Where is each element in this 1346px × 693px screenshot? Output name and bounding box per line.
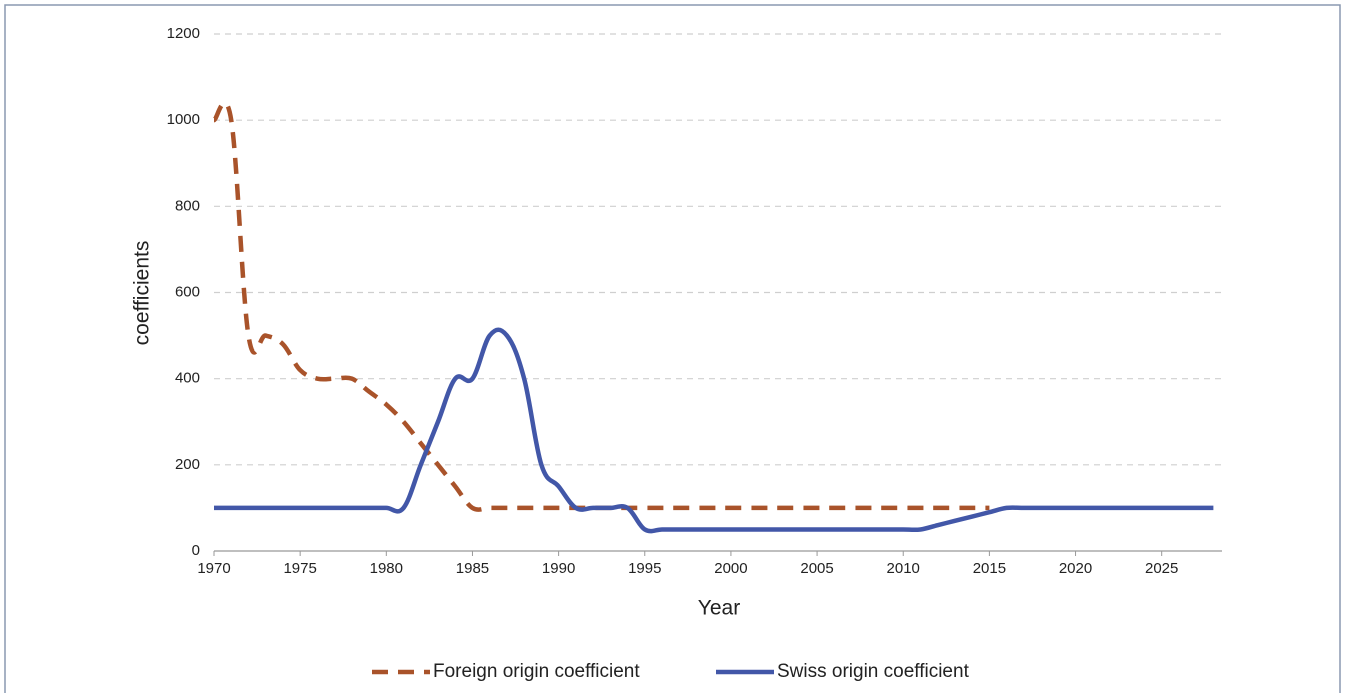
x-tick-label: 2000 bbox=[714, 560, 747, 577]
x-tick-label: 2005 bbox=[800, 560, 833, 577]
y-tick-label: 800 bbox=[175, 197, 200, 214]
series-line bbox=[211, 100, 990, 512]
x-axis-title: Year bbox=[698, 597, 740, 620]
legend-label: Foreign origin coefficient bbox=[433, 661, 640, 682]
y-tick-label: 1000 bbox=[167, 111, 200, 128]
x-tick-label: 2015 bbox=[973, 560, 1006, 577]
legend-label: Swiss origin coefficient bbox=[777, 661, 970, 682]
x-tick-label: 2010 bbox=[887, 560, 920, 577]
y-tick-label: 200 bbox=[175, 456, 200, 473]
x-tick-label: 1985 bbox=[456, 560, 489, 577]
y-tick-label: 600 bbox=[175, 283, 200, 300]
series-line bbox=[213, 327, 1214, 534]
x-tick-label: 1975 bbox=[283, 560, 316, 577]
y-tick-label: 400 bbox=[175, 370, 200, 387]
frame bbox=[4, 4, 1341, 693]
y-tick-label: 1200 bbox=[167, 25, 200, 42]
y-tick-label: 0 bbox=[192, 542, 200, 559]
x-tick-label: 2025 bbox=[1145, 560, 1178, 577]
x-tick-label: 1980 bbox=[370, 560, 403, 577]
x-tick-label: 2020 bbox=[1059, 560, 1092, 577]
x-tick-label: 1970 bbox=[197, 560, 230, 577]
y-axis-title: coefficients bbox=[131, 241, 154, 346]
x-tick-label: 1990 bbox=[542, 560, 575, 577]
x-tick-label: 1995 bbox=[628, 560, 661, 577]
